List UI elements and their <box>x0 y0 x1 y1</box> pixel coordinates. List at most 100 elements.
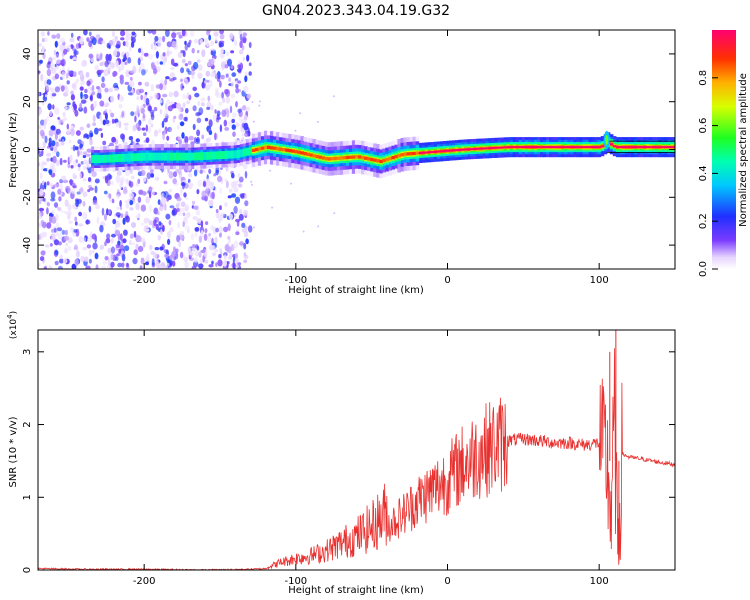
noise-cell <box>196 189 200 195</box>
noise-cell <box>154 35 159 42</box>
noise-cell <box>162 93 168 98</box>
signal-cell <box>327 157 332 161</box>
noise-cell <box>233 39 238 47</box>
noise-cell <box>243 122 249 131</box>
noise-cell <box>155 51 159 59</box>
noise-cell <box>89 95 93 101</box>
noise-cell <box>110 253 114 261</box>
signal-cell <box>643 146 647 149</box>
signal-cell <box>209 151 213 160</box>
noise-cell <box>299 112 302 115</box>
noise-cell <box>150 251 155 255</box>
signal-cell <box>160 152 165 161</box>
noise-cell <box>145 98 150 105</box>
signal-cell <box>321 156 326 160</box>
noise-cell <box>80 255 85 263</box>
signal-cell <box>585 146 590 149</box>
noise-cell <box>113 50 118 57</box>
noise-cell <box>141 118 146 122</box>
noise-cell <box>106 66 110 72</box>
noise-cell <box>42 161 48 166</box>
noise-cell <box>125 203 130 209</box>
noise-cell <box>158 206 164 212</box>
noise-cell <box>133 249 138 256</box>
y-tick-label: 3 <box>22 349 33 355</box>
noise-cell <box>203 181 207 187</box>
noise-cell <box>251 101 254 103</box>
noise-cell <box>160 196 166 205</box>
noise-cell <box>125 40 129 48</box>
noise-cell <box>99 100 105 107</box>
noise-cell <box>205 84 211 91</box>
signal-cell <box>206 151 210 160</box>
noise-cell <box>333 212 336 215</box>
noise-cell <box>225 51 230 57</box>
noise-cell <box>68 70 71 76</box>
signal-cell <box>527 146 532 149</box>
noise-cell <box>86 80 91 87</box>
noise-cell <box>82 191 88 198</box>
noise-cell <box>129 80 135 88</box>
noise-cell <box>66 80 70 85</box>
colorbar: 0.0 0.2 0.4 0.6 0.8 Normalized spectral ampl… <box>698 30 749 277</box>
noise-cell <box>248 41 252 49</box>
snr-line-area <box>38 330 675 570</box>
noise-cell <box>231 173 235 179</box>
noise-cell <box>237 68 242 73</box>
signal-cell <box>491 147 496 149</box>
noise-cell <box>124 169 131 177</box>
noise-cell <box>153 106 158 112</box>
noise-cell <box>41 45 45 53</box>
noise-cell <box>40 73 44 82</box>
noise-cell <box>208 168 212 174</box>
noise-cell <box>197 217 202 225</box>
noise-cell <box>111 198 115 204</box>
noise-cell <box>51 216 57 224</box>
noise-cell <box>164 253 169 258</box>
noise-cell <box>122 41 126 47</box>
signal-cell <box>245 147 250 156</box>
noise-cell <box>73 184 78 189</box>
noise-cell <box>128 45 132 52</box>
noise-cell <box>108 108 112 115</box>
noise-cell <box>82 154 87 159</box>
noise-cell <box>79 186 84 194</box>
signal-cell <box>130 153 135 162</box>
noise-cell <box>121 253 126 262</box>
noise-cell <box>115 122 119 127</box>
noise-cell <box>38 234 41 241</box>
signal-cell <box>115 154 119 163</box>
noise-cell <box>198 235 203 243</box>
noise-cell <box>101 220 105 225</box>
signal-cell <box>267 145 271 149</box>
noise-cell <box>136 108 140 114</box>
noise-cell <box>180 78 183 83</box>
signal-cell <box>157 152 162 161</box>
noise-cell <box>158 36 162 42</box>
noise-cell <box>55 53 60 58</box>
noise-cell <box>137 196 142 203</box>
noise-cell <box>241 222 246 228</box>
noise-cell <box>96 86 100 90</box>
noise-cell <box>77 139 82 145</box>
noise-cell <box>205 221 209 226</box>
noise-cell <box>212 226 217 235</box>
noise-cell <box>223 119 227 127</box>
noise-cell <box>88 258 92 264</box>
noise-cell <box>239 33 243 42</box>
noise-cell <box>150 173 155 178</box>
noise-cell <box>219 33 225 40</box>
noise-cell <box>230 80 235 88</box>
noise-cell <box>148 186 153 194</box>
noise-cell <box>41 231 47 238</box>
noise-cell <box>122 217 126 225</box>
signal-cell <box>142 152 147 161</box>
noise-cell <box>42 141 46 149</box>
noise-cell <box>317 225 320 228</box>
noise-cell <box>171 209 176 216</box>
noise-cell <box>191 265 197 269</box>
signal-cell <box>361 156 365 160</box>
noise-cell <box>94 185 98 194</box>
noise-cell <box>122 141 128 146</box>
noise-cell <box>44 37 48 42</box>
